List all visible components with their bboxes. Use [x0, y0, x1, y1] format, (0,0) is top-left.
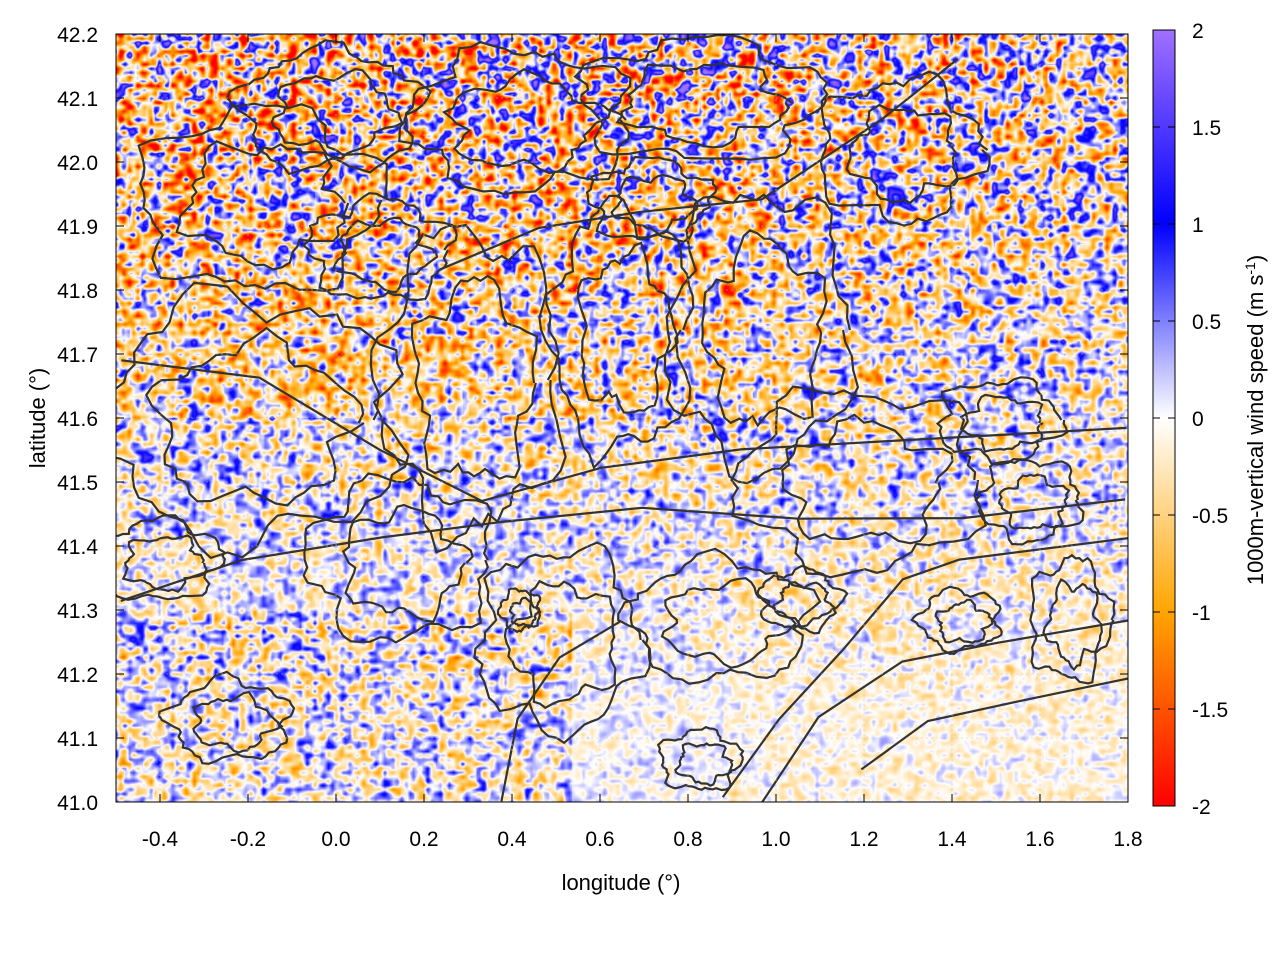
contour-line [121, 359, 1127, 503]
colorbar-tick-label: -1 [1192, 602, 1211, 625]
colorbar-tick-label: 0 [1192, 408, 1204, 431]
colorbar-label-main: 1000m-vertical wind speed (m s [1243, 275, 1268, 586]
x-tick-label: 1.8 [1113, 828, 1142, 851]
contour-line [974, 458, 1085, 546]
x-tick-label: -0.2 [230, 828, 266, 851]
contour-line [617, 547, 822, 685]
contour-line [959, 393, 1044, 453]
y-tick-label: 41.5 [57, 472, 98, 495]
x-tick-label: 1.6 [1025, 828, 1054, 851]
contour-line [1042, 577, 1103, 672]
contour-line [120, 498, 1126, 602]
contour-line [116, 281, 410, 560]
contour-line [781, 413, 954, 545]
x-tick-label: 1.2 [849, 828, 878, 851]
colorbar-tick-label: -1.5 [1192, 699, 1228, 722]
contour-line [369, 223, 567, 554]
contour-line [175, 140, 350, 271]
x-axis: -0.4 -0.2 0.0 0.2 0.4 0.6 0.8 1.0 1.2 1.4 1.6 1.8 [142, 34, 1143, 851]
colorbar-ticks: 2 1.5 1 0.5 0 -0.5 -1 -1.5 -2 [1153, 20, 1228, 819]
contour-line [660, 577, 798, 669]
contour-line [398, 40, 632, 196]
y-tick-label: 42.2 [57, 24, 98, 47]
contour-line [934, 598, 994, 644]
contour-line [819, 70, 991, 227]
contour-line [656, 725, 745, 792]
contour-line [137, 102, 389, 292]
contour-line [674, 742, 734, 787]
y-axis: 41.0 41.1 41.2 41.3 41.4 41.5 41.6 41.7 41.8 41.9… [57, 24, 1128, 815]
x-tick-label: -0.4 [142, 828, 179, 851]
contour-line [701, 229, 828, 428]
colorbar-tick-label: 1.5 [1192, 117, 1221, 140]
y-tick-label: 41.0 [57, 792, 98, 815]
y-tick-label: 41.2 [57, 664, 98, 687]
x-tick-label: 0.2 [409, 828, 438, 851]
colorbar: 2 1.5 1 0.5 0 -0.5 -1 -1.5 -2 1000m-vertical win… [1152, 20, 1268, 819]
x-axis-label: longitude (°) [562, 870, 681, 895]
contour-line [116, 514, 227, 601]
contour-line [935, 376, 1069, 466]
contour-line [760, 619, 1128, 802]
terrain-contours [116, 34, 1128, 802]
colorbar-tick-label: 1 [1192, 214, 1204, 237]
contour-line [610, 173, 699, 236]
y-tick-label: 41.3 [57, 600, 98, 623]
contour-line [226, 39, 433, 176]
colorbar-tick-label: 0.5 [1192, 311, 1221, 334]
y-tick-label: 41.7 [57, 344, 98, 367]
contour-line [441, 68, 612, 175]
contour-line [503, 579, 617, 710]
colorbar-label: 1000m-vertical wind speed (m s-1) [1242, 255, 1268, 585]
y-axis-label: latitude (°) [25, 368, 50, 469]
contour-line [508, 596, 541, 630]
contour-line [121, 534, 208, 593]
x-tick-label: 0.4 [497, 828, 527, 851]
colorbar-tick-label: -2 [1192, 796, 1211, 819]
contour-line [573, 34, 829, 161]
contour-line [860, 677, 1128, 771]
contour-line [845, 103, 959, 205]
x-tick-label: 0.0 [321, 828, 350, 851]
contour-line [270, 67, 404, 160]
y-tick-label: 41.9 [57, 216, 98, 239]
contour-line [473, 541, 652, 745]
contour-line [157, 670, 296, 765]
x-tick-label: 0.8 [673, 828, 702, 851]
y-tick-label: 41.4 [57, 536, 98, 559]
contour-line [145, 326, 365, 507]
colorbar-tick-label: -0.5 [1192, 505, 1228, 528]
y-tick-label: 41.8 [57, 280, 98, 303]
contour-line [191, 690, 284, 754]
contour-line [410, 274, 539, 480]
contour-line [615, 62, 793, 149]
contour-line [997, 473, 1071, 530]
contour-line [301, 192, 458, 302]
contour-line [576, 241, 679, 414]
contour-line [302, 472, 493, 644]
y-tick-label: 42.0 [57, 152, 98, 175]
contour-line [439, 58, 959, 271]
x-tick-label: 1.0 [761, 828, 790, 851]
y-tick-label: 41.1 [57, 728, 98, 751]
contour-line [341, 503, 474, 623]
x-tick-label: 0.6 [585, 828, 614, 851]
contour-line [500, 620, 621, 802]
contour-line [730, 385, 987, 579]
y-tick-label: 42.1 [57, 88, 98, 111]
contour-line [721, 537, 1128, 798]
contour-line [331, 216, 439, 294]
contour-line [910, 585, 1003, 656]
contour-line [1029, 553, 1116, 685]
colorbar-label-end: ) [1243, 255, 1268, 262]
y-tick-label: 41.6 [57, 408, 98, 431]
colorbar-tick-label: 2 [1192, 20, 1204, 43]
colorbar-label-sup: -1 [1242, 262, 1258, 275]
x-tick-label: 1.4 [937, 828, 967, 851]
contour-line [771, 581, 837, 628]
contour-line [585, 155, 718, 243]
contour-line [663, 193, 860, 485]
